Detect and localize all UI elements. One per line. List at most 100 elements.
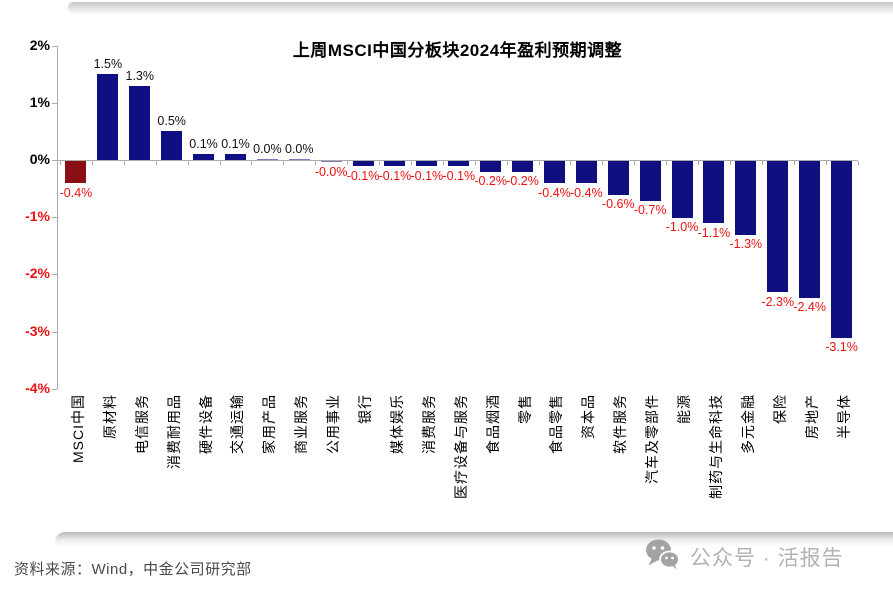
x-axis-tick (251, 161, 253, 165)
category-label: 媒体娱乐 (388, 394, 405, 454)
category-label: MSCI中国 (69, 394, 86, 463)
y-axis-tick (52, 274, 57, 276)
bar-value-label: -0.4% (570, 185, 603, 200)
bar-value-label: -2.3% (761, 294, 795, 309)
x-axis-tick (857, 161, 859, 165)
wechat-icon (645, 539, 680, 575)
bar-原材料 (97, 74, 119, 160)
bar-消费服务 (416, 160, 438, 167)
top-edge-shadow (68, 2, 893, 15)
category-label: 食品零售 (548, 394, 565, 454)
bar-硬件设备 (193, 154, 215, 160)
source-text: 资料来源：Wind，中金公司研究部 (14, 561, 252, 578)
bar-家用产品 (256, 158, 278, 160)
bar-多元金融 (735, 160, 757, 235)
x-axis-tick (729, 161, 731, 165)
x-axis-tick (219, 161, 221, 165)
bar-医疗设备与服务 (448, 160, 470, 167)
y-axis-tick (52, 331, 57, 333)
category-label: 商业服务 (293, 394, 310, 454)
x-axis-tick (123, 161, 125, 165)
category-label: 硬件设备 (197, 394, 214, 454)
category-label: 零售 (516, 394, 533, 424)
bar-value-label: -0.1% (442, 168, 476, 183)
category-label: 原材料 (101, 394, 118, 439)
category-label: 消费服务 (420, 394, 437, 454)
chart-title: 上周MSCI中国分板块2024年盈利预期调整 (292, 41, 623, 60)
category-label: 房地产 (803, 394, 820, 439)
x-axis-tick (761, 161, 763, 165)
bar-value-label: -3.1% (825, 340, 858, 355)
category-label: 家用产品 (261, 394, 278, 454)
bar-公用事业 (320, 160, 342, 162)
bar-value-label: -0.4% (59, 185, 93, 200)
bar-value-label: -0.4% (538, 185, 571, 200)
y-axis-tick-label: 2% (29, 36, 50, 53)
bar-房地产 (799, 160, 821, 298)
bar-value-label: -0.7% (633, 203, 667, 218)
bar-食品烟酒 (480, 160, 502, 172)
category-label: 多元金融 (739, 394, 756, 454)
x-axis-tick (187, 161, 189, 165)
category-label: 消费耐用品 (165, 394, 182, 469)
category-label: 半导体 (835, 394, 852, 439)
category-label: 交通运输 (229, 394, 246, 454)
y-axis-tick (52, 388, 57, 390)
y-axis-tick (52, 45, 57, 47)
category-label: 医疗设备与服务 (452, 394, 469, 499)
x-axis-tick (155, 161, 157, 165)
y-axis-line (57, 46, 58, 389)
bar-value-label: 1.3% (125, 68, 155, 83)
bar-value-label: -1.1% (697, 225, 731, 240)
bar-value-label: -2.4% (793, 300, 826, 315)
bar-资本品 (575, 160, 597, 184)
bar-value-label: 0.1% (189, 137, 218, 152)
bar-半导体 (831, 160, 853, 338)
bottom-edge-shadow (55, 532, 893, 546)
x-axis-tick (506, 161, 508, 165)
bar-value-label: -0.1% (346, 168, 380, 183)
bar-value-label: -0.6% (601, 197, 635, 212)
x-axis-tick (666, 161, 668, 165)
y-axis-tick-label: -3% (25, 322, 50, 339)
x-axis-tick (570, 161, 572, 165)
bar-value-label: -1.0% (665, 220, 699, 235)
y-axis-tick-label: 0% (29, 151, 50, 167)
bar-MSCI中国 (65, 160, 87, 184)
bar-银行 (352, 160, 374, 167)
bar-零售 (512, 160, 534, 172)
y-axis-tick-label: -4% (25, 379, 50, 396)
x-axis-tick (602, 161, 604, 165)
category-label: 保险 (771, 394, 788, 424)
bar-value-label: 0.0% (285, 141, 314, 156)
category-label: 软件服务 (612, 394, 629, 454)
watermark: 公众号 · 活报告 (645, 539, 844, 575)
x-axis-tick (91, 161, 93, 165)
bar-保险 (767, 160, 789, 293)
y-axis-tick (52, 217, 57, 219)
x-axis-tick (60, 161, 61, 165)
bar-能源 (671, 160, 693, 218)
bar-value-label: -0.2% (506, 174, 539, 189)
bar-value-label: -1.3% (729, 237, 763, 252)
bar-value-label: -0.0% (314, 164, 348, 179)
category-label: 食品烟酒 (484, 394, 501, 454)
x-axis-tick (825, 161, 827, 165)
category-label: 资本品 (580, 394, 597, 439)
bar-电信服务 (129, 85, 151, 160)
bar-制药与生命科技 (703, 160, 725, 224)
bar-媒体娱乐 (384, 160, 406, 167)
bar-value-label: 0.1% (221, 137, 250, 152)
x-axis-tick (442, 161, 444, 165)
bar-value-label: -0.1% (410, 168, 444, 183)
x-axis-tick (634, 161, 636, 165)
bar-value-label: -0.1% (378, 168, 412, 183)
category-label: 汽车及零部件 (644, 394, 661, 484)
watermark-text: 公众号 · 活报告 (690, 547, 844, 570)
bar-交通运输 (224, 154, 246, 160)
category-label: 银行 (357, 394, 374, 424)
bar-value-label: 1.5% (93, 57, 123, 72)
y-axis-tick (52, 160, 57, 161)
